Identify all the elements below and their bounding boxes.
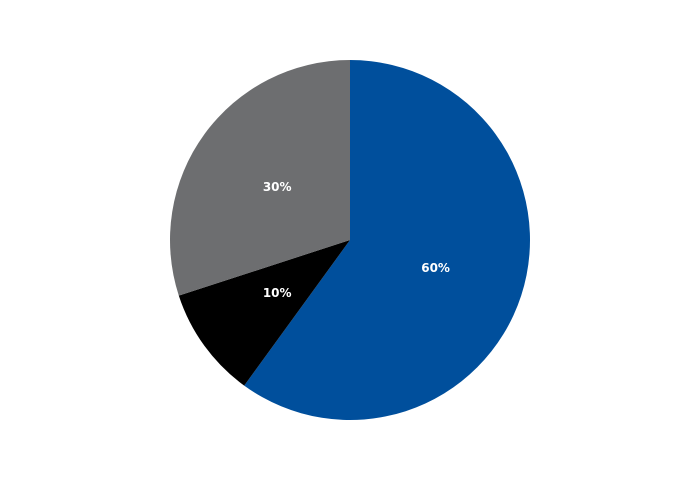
pie-slice-2 xyxy=(169,60,350,296)
slice-label-2: 30% xyxy=(263,180,292,194)
pie-slice-1 xyxy=(178,240,350,386)
pie-slice-0 xyxy=(244,60,530,420)
slice-label-1: 10% xyxy=(263,286,292,300)
slice-label-0: 60% xyxy=(421,261,450,275)
